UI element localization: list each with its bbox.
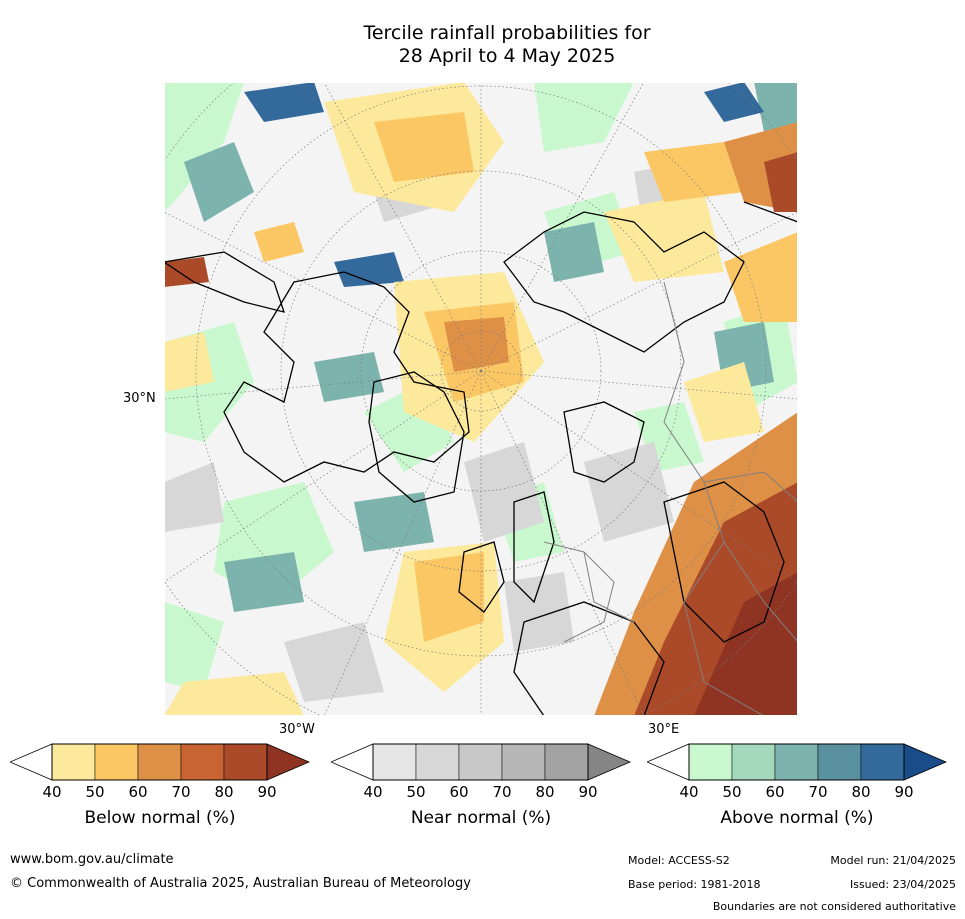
colorbar-tick-label: 50	[722, 783, 742, 801]
colorbar-segment	[731, 743, 776, 781]
below-normal-90-plus-regions	[694, 572, 798, 716]
footer-url: www.bom.gov.au/climate	[10, 852, 174, 867]
colorbar-tick-label: 90	[257, 783, 277, 801]
colorbar-segment	[860, 743, 905, 781]
colorbar-tick-label: 60	[765, 783, 785, 801]
colorbar-tick-label: 70	[808, 783, 828, 801]
colorbar-near-normal	[331, 743, 631, 781]
footer-model: Model: ACCESS-S2	[628, 854, 730, 867]
colorbar-segment	[415, 743, 460, 781]
colorbar-segment	[372, 743, 417, 781]
footer-base-period: Base period: 1981-2018	[628, 878, 761, 891]
colorbar-above-normal	[647, 743, 947, 781]
colorbar-segment	[223, 743, 268, 781]
colorbar-segment-over	[587, 743, 631, 781]
colorbar-tick-label: 40	[42, 783, 62, 801]
map-canvas	[164, 82, 798, 716]
title-line-2: 28 April to 4 May 2025	[398, 45, 616, 67]
lat-label-30n: 30°N	[123, 391, 156, 406]
polar-map	[164, 82, 798, 716]
colorbar-outline	[688, 743, 905, 781]
colorbar-tick-label: 40	[679, 783, 699, 801]
colorbar-segment-over	[903, 743, 947, 781]
lon-label-30w: 30°W	[279, 722, 315, 737]
colorbar-below-normal	[10, 743, 310, 781]
footer-issued: Issued: 23/04/2025	[849, 878, 956, 891]
colorbar-tick-label: 90	[578, 783, 598, 801]
colorbar-tick-label: 60	[128, 783, 148, 801]
colorbar-segment	[137, 743, 182, 781]
colorbar-tick-label: 90	[894, 783, 914, 801]
colorbar-outline	[51, 743, 268, 781]
colorbar-segment	[94, 743, 139, 781]
lon-label-30e: 30°E	[648, 722, 680, 737]
colorbar-tick-label: 40	[363, 783, 383, 801]
colorbar-outline	[372, 743, 589, 781]
colorbar-title-above: Above normal (%)	[720, 808, 874, 828]
above-normal-50-70-regions	[184, 82, 798, 612]
above-normal-70-90-regions	[244, 82, 764, 287]
colorbar-tick-label: 50	[406, 783, 426, 801]
footer-disclaimer: Boundaries are not considered authoritat…	[712, 900, 956, 913]
footer-copyright: © Commonwealth of Australia 2025, Austra…	[10, 876, 471, 891]
colorbar-segment	[544, 743, 589, 781]
colorbar-title-below: Below normal (%)	[84, 808, 236, 828]
colorbar-segment-under	[331, 743, 374, 781]
colorbar-tick-label: 50	[85, 783, 105, 801]
colorbar-segment	[180, 743, 225, 781]
colorbar-segment	[458, 743, 503, 781]
colorbar-tick-label: 80	[214, 783, 234, 801]
colorbar-tick-label: 70	[171, 783, 191, 801]
country-borders	[543, 281, 798, 716]
colorbar-tick-label: 80	[851, 783, 871, 801]
footer-model-run: Model run: 21/04/2025	[830, 854, 956, 867]
coastlines	[164, 201, 798, 716]
colorbar-segment	[817, 743, 862, 781]
colorbar-tick-label: 60	[449, 783, 469, 801]
colorbar-segment-under	[10, 743, 53, 781]
colorbar-segment	[51, 743, 96, 781]
colorbar-segment	[501, 743, 546, 781]
colorbar-title-near: Near normal (%)	[410, 808, 552, 828]
colorbar-tick-label: 80	[535, 783, 555, 801]
colorbar-tick-label: 70	[492, 783, 512, 801]
colorbar-segment	[688, 743, 733, 781]
map-border	[164, 82, 798, 716]
title-line-1: Tercile rainfall probabilities for	[363, 22, 651, 44]
colorbar-segment-under	[647, 743, 690, 781]
colorbar-segment	[774, 743, 819, 781]
colorbar-segment-over	[266, 743, 310, 781]
map-title: Tercile rainfall probabilities for 28 Ap…	[300, 22, 714, 68]
